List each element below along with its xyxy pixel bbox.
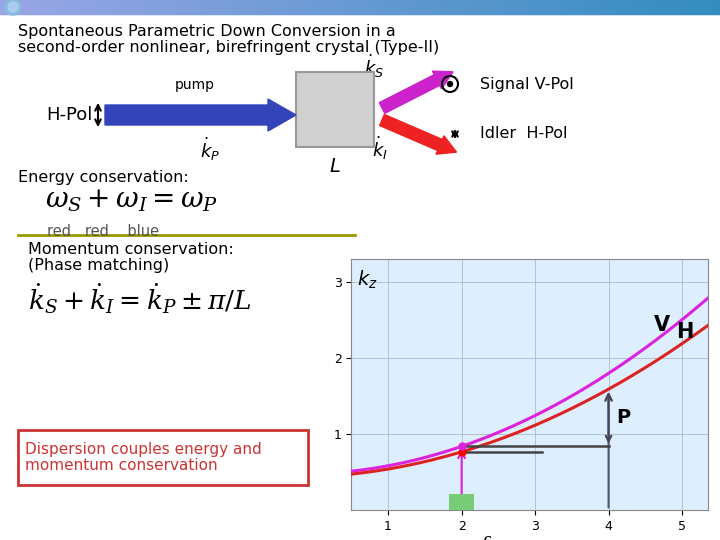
Circle shape xyxy=(448,82,452,86)
Circle shape xyxy=(8,2,18,12)
FancyArrow shape xyxy=(105,99,296,131)
Text: Idler  H-Pol: Idler H-Pol xyxy=(480,125,567,140)
FancyArrow shape xyxy=(379,71,453,113)
Circle shape xyxy=(5,0,21,15)
Text: Signal V-Pol: Signal V-Pol xyxy=(480,77,574,91)
Text: $\dot{k}_I$: $\dot{k}_I$ xyxy=(372,135,388,163)
Text: Energy conservation:: Energy conservation: xyxy=(18,170,189,185)
Text: Dispersion couples energy and: Dispersion couples energy and xyxy=(25,442,262,457)
FancyArrow shape xyxy=(379,114,456,154)
Text: pump: pump xyxy=(175,78,215,92)
Text: $k_z$: $k_z$ xyxy=(357,268,378,291)
Bar xyxy=(296,72,374,147)
Text: $\dot{k}_S + \dot{k}_I = \dot{k}_P \pm \pi / L$: $\dot{k}_S + \dot{k}_I = \dot{k}_P \pm \… xyxy=(28,282,251,316)
Bar xyxy=(18,430,308,485)
Text: second-order nonlinear, birefringent crystal (Type-II): second-order nonlinear, birefringent cry… xyxy=(18,40,439,55)
Text: P: P xyxy=(616,408,630,427)
Text: $\omega_S + \omega_I = \omega_P$: $\omega_S + \omega_I = \omega_P$ xyxy=(45,186,218,214)
Bar xyxy=(449,494,474,510)
Text: $\dot{k}_S$: $\dot{k}_S$ xyxy=(364,53,384,80)
Text: momentum conservation: momentum conservation xyxy=(25,458,217,473)
Text: $L$: $L$ xyxy=(329,157,341,176)
Text: red   red    blue: red red blue xyxy=(47,224,159,239)
X-axis label: frequency: frequency xyxy=(480,536,579,540)
Text: V: V xyxy=(654,315,670,335)
Text: (Phase matching): (Phase matching) xyxy=(28,258,169,273)
Text: H-Pol: H-Pol xyxy=(47,106,93,124)
Text: Spontaneous Parametric Down Conversion in a: Spontaneous Parametric Down Conversion i… xyxy=(18,24,396,39)
Text: H: H xyxy=(676,322,693,342)
Text: $\dot{k}_P$: $\dot{k}_P$ xyxy=(200,136,220,163)
Text: Momentum conservation:: Momentum conservation: xyxy=(28,242,234,257)
